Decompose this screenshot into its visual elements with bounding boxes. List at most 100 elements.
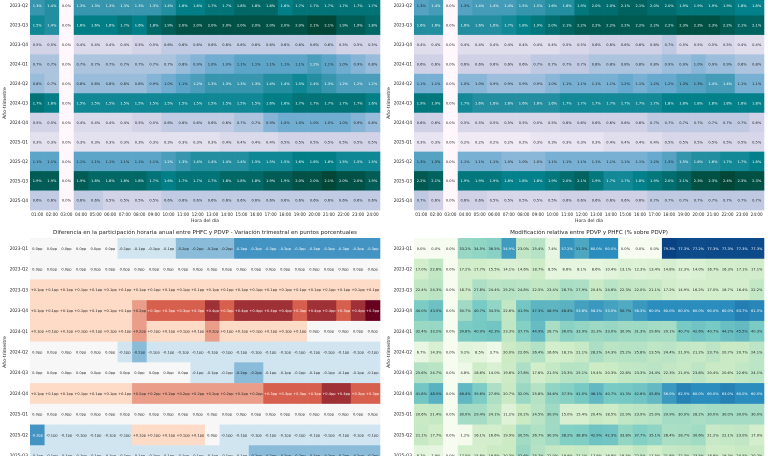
heatmap-cell [336, 73, 352, 94]
heatmap-cell [88, 34, 104, 55]
cell-label: 0.6% [621, 121, 631, 125]
cell-label: 77.3% [736, 247, 748, 251]
cell-label: -0.1pp [279, 433, 291, 437]
cell-label: 14.9% [678, 288, 690, 292]
heatmap-cell [647, 93, 663, 114]
cell-label: +0.1pp [74, 288, 88, 292]
x-tick-label: 08:00 [133, 212, 145, 217]
cell-label: 1.6% [519, 101, 529, 105]
heatmap-cell [443, 171, 459, 191]
cell-label: +0.4pp [264, 309, 278, 313]
heatmap-cell [365, 93, 381, 114]
heatmap-cell [59, 424, 75, 446]
cell-label: 0.5% [120, 199, 130, 203]
cell-label: 0.0pp [134, 413, 145, 417]
heatmap-cell [44, 341, 60, 363]
cell-label: 1.1% [635, 82, 645, 86]
cell-label: 2.0% [339, 179, 349, 183]
cell-label: -0.1pp [119, 247, 131, 251]
heatmap-cell [749, 73, 765, 94]
heatmap-cell [414, 171, 429, 191]
cell-label: 1.3% [179, 160, 189, 164]
heatmap-cell [30, 238, 45, 260]
heatmap-cell [30, 403, 45, 425]
heatmap-cell [501, 0, 517, 16]
cell-label: 0.6% [577, 199, 587, 203]
heatmap-cell [530, 190, 546, 211]
cell-label: 22.4% [416, 288, 428, 292]
heatmap-cell [277, 0, 293, 16]
heatmap-cell [59, 54, 75, 75]
heatmap-cell [321, 151, 337, 172]
heatmap-cell [457, 171, 473, 191]
cell-label: 22.3% [620, 288, 632, 292]
y-tick-label: 2023-Q2 [394, 3, 413, 8]
heatmap-cell [263, 383, 279, 405]
heatmap-cell [73, 238, 89, 260]
heatmap-cell [647, 320, 663, 342]
cell-label: +0.1pp [322, 288, 336, 292]
cell-label: 1.6% [281, 4, 291, 8]
heatmap-cell [292, 362, 308, 384]
heatmap-cell [559, 445, 575, 456]
heatmap-cell [277, 424, 293, 446]
heatmap-cell [219, 362, 235, 384]
heatmap-cell [117, 151, 133, 172]
heatmap-cell [530, 132, 546, 152]
heatmap-cell [248, 151, 264, 172]
cell-label: 0.6% [417, 62, 427, 66]
cell-label: +0.5pp [366, 309, 380, 313]
heatmap-cell [88, 54, 104, 75]
heatmap-cell [219, 190, 235, 211]
heatmap-cell [117, 190, 133, 211]
heatmap-cell [102, 171, 118, 191]
cell-label: 1.9% [679, 4, 689, 8]
cell-label: -0.1pp [323, 350, 335, 354]
heatmap-cell [618, 258, 634, 280]
heatmap-cell [647, 190, 663, 211]
heatmap-cell [720, 279, 736, 301]
cell-label: 1.7% [179, 179, 189, 183]
heatmap-cell [545, 73, 561, 94]
heatmap-cell [545, 132, 561, 152]
heatmap-cell [720, 73, 736, 94]
cell-label: 1.1% [606, 82, 616, 86]
cell-label: 1.6% [324, 160, 334, 164]
cell-label: 45.8% [649, 392, 661, 396]
heatmap-cell [676, 0, 692, 16]
cell-label: -0.2pp [352, 454, 364, 456]
heatmap-cell [618, 15, 634, 36]
heatmap-cell [530, 445, 546, 456]
cell-label: -0.1pp [323, 433, 335, 437]
cell-label: 1.8% [752, 101, 762, 105]
heatmap-cell [589, 73, 604, 94]
heatmap-cell [647, 341, 663, 363]
cell-label: 1.0% [548, 82, 558, 86]
cell-label: +0.1pp [147, 330, 161, 334]
cell-label: 1.4% [431, 4, 441, 8]
cell-label: -0.1pp [192, 371, 204, 375]
cell-label: 28.4% [663, 433, 675, 437]
heatmap-cell [336, 0, 352, 16]
heatmap-cell [132, 341, 147, 363]
heatmap-cell [30, 132, 45, 152]
cell-label: 1.3% [135, 4, 145, 8]
cell-label: 0.6% [563, 199, 573, 203]
cell-label: 22.6% [518, 350, 530, 354]
heatmap-cell [661, 34, 677, 55]
heatmap-cell [705, 341, 721, 363]
heatmap-cell [146, 403, 162, 425]
cell-label: 24.6% [605, 288, 617, 292]
heatmap-cell [443, 54, 459, 75]
cell-label: 0.0% [446, 43, 456, 47]
cell-label: 0.6% [475, 199, 485, 203]
cell-label: -0.1pp [221, 371, 233, 375]
cell-label: 0.7% [164, 62, 174, 66]
cell-label: 0.6% [519, 62, 529, 66]
heatmap-cell [734, 238, 750, 260]
y-tick-label: 2023-Q3 [10, 23, 29, 28]
cell-label: 1.5% [354, 160, 364, 164]
cell-label: 0.3% [533, 140, 543, 144]
heatmap-cell [632, 445, 648, 456]
cell-label: 0.6% [606, 199, 616, 203]
